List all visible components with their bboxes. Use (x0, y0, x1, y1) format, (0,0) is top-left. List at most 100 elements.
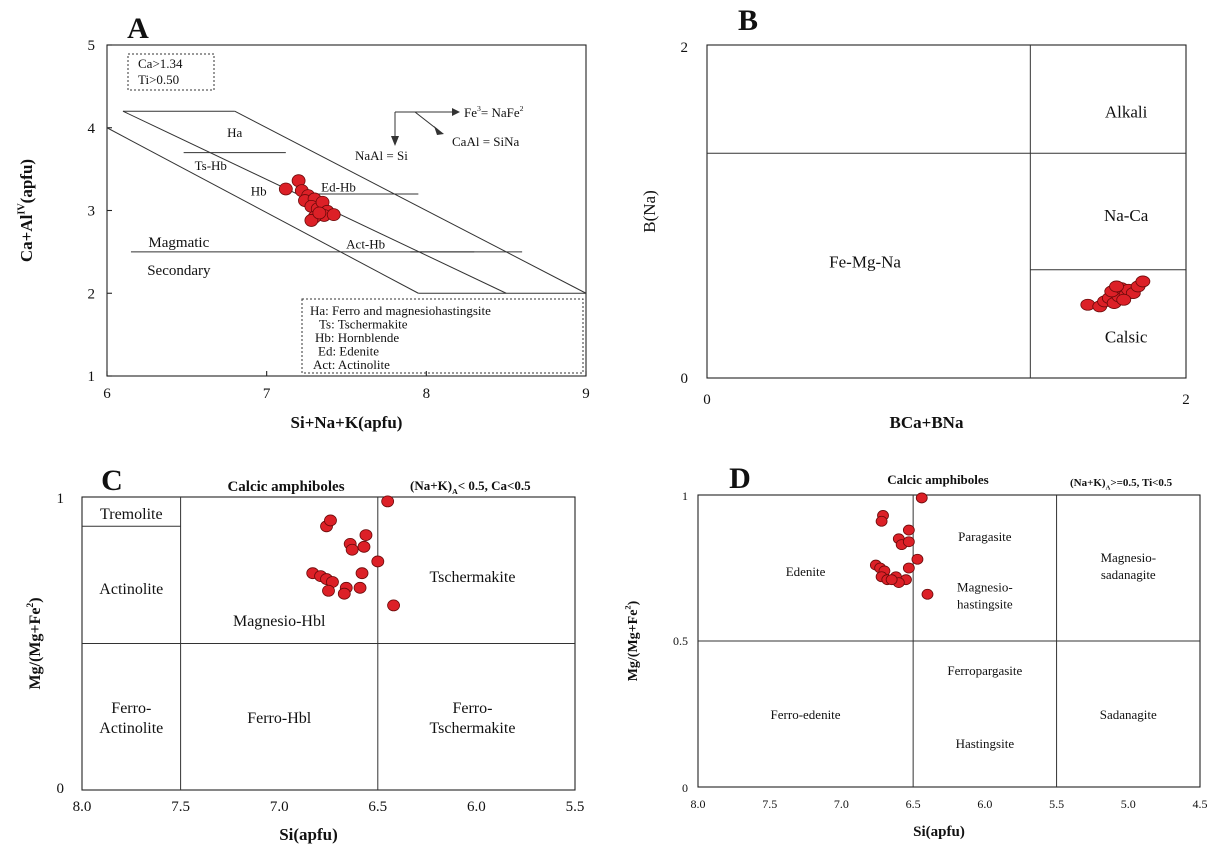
data-point (1109, 280, 1124, 293)
y-tick-label: 0 (681, 371, 689, 387)
field-label: Ferro-edenite (771, 707, 841, 722)
x-axis-label: BCa+BNa (890, 413, 964, 432)
data-point (1135, 275, 1151, 288)
legend-entry: Ts: Tschermakite (319, 317, 408, 332)
x-axis-label: Si(apfu) (913, 824, 965, 840)
label-part: (apfu) (17, 159, 36, 203)
data-point (1116, 293, 1132, 306)
x-tick-label: 5.5 (1049, 797, 1064, 811)
chart-title: Calcic amphiboles (887, 472, 988, 487)
legend-entry: Act: Actinolite (313, 357, 390, 372)
field-label: Alkali (1105, 103, 1148, 122)
label-part: < 0.5, Ca<0.5 (458, 478, 531, 493)
label-part: (Na+K) (410, 478, 452, 493)
field-label: Ferropargasite (947, 663, 1022, 678)
zone-label: Secondary (147, 263, 211, 279)
data-point (902, 562, 915, 574)
data-point (337, 587, 351, 600)
label-sup: 2 (25, 603, 36, 608)
data-point (355, 567, 369, 580)
condition-ti: Ti>0.50 (138, 72, 179, 87)
data-point (371, 555, 385, 568)
field-label: Hb (251, 184, 267, 199)
legend-box (301, 298, 584, 374)
data-point (381, 495, 395, 508)
field-label: Actinolite (99, 720, 163, 737)
x-tick-label: 4.5 (1193, 797, 1208, 811)
condition-label: (Na+K)A​>=0.5, Ti<0.5 (1070, 477, 1173, 491)
data-point (357, 540, 371, 553)
arrowhead (391, 136, 399, 146)
field-label: Magnesio- (1100, 550, 1156, 565)
y-axis-label: Mg/(Mg+Fe2​) (624, 600, 641, 681)
legend-entry: Hb: Hornblende (315, 330, 399, 345)
y-tick-label: 2 (88, 286, 96, 302)
x-tick-label: 8.0 (73, 799, 92, 815)
field-label: Tschermakite (429, 720, 515, 737)
field-label: Ed-Hb (321, 180, 356, 195)
panel-b: B 0 2 0 2 BCa+BNa B(Na) Alkali Na-Ca Fe-Mg-Na Cals… (640, 4, 1190, 432)
x-tick-label: 7.5 (171, 799, 190, 815)
field-label: Ferro- (452, 700, 492, 717)
label-sup: 2 (624, 605, 633, 609)
legend-entry: Ed: Edenite (318, 344, 379, 359)
field-label: Fe-Mg-Na (829, 252, 901, 271)
panel-c: C Calcic amphiboles (Na+K)A​< 0.5, Ca<0.5 8… (25, 464, 585, 844)
data-point (353, 581, 367, 594)
vector-label: NaAl = Si (355, 148, 408, 163)
field-label: Hastingsite (956, 736, 1015, 751)
field-label: Ha (227, 125, 242, 140)
y-tick-label: 3 (88, 204, 96, 220)
field-label: Paragasite (958, 529, 1012, 544)
y-axis-label: B(Na) (640, 190, 659, 232)
data-point (911, 553, 924, 565)
panel-a: A 6 7 8 9 1 2 3 4 5 Si+Na+K(apfu) Ca+AlIV​(apfu) Ca>… (16, 12, 589, 432)
field-label: Na-Ca (1104, 206, 1149, 225)
field-boundary (106, 127, 419, 294)
x-tick-label: 6.5 (368, 799, 387, 815)
label-part: Mg/(Mg+Fe (626, 610, 641, 682)
panel-letter-a: A (127, 12, 149, 45)
x-tick-label: 6 (103, 386, 111, 402)
y-axis-label: Mg/(Mg+Fe2​) (25, 597, 44, 689)
label-sup: 2 (520, 104, 524, 113)
vector-arrow (414, 111, 439, 131)
field-label: Tschermakite (429, 569, 515, 586)
x-tick-label: 8 (423, 386, 431, 402)
y-tick-label: 1 (682, 489, 688, 503)
panel-letter-c: C (101, 464, 123, 497)
data-point (902, 524, 915, 536)
field-label: Tremolite (100, 506, 163, 523)
zone-label: Magmatic (148, 235, 209, 251)
plot-frame-b (706, 44, 1187, 379)
x-tick-label: 8.0 (691, 797, 706, 811)
data-point (885, 574, 898, 586)
condition-label: (Na+K)A​< 0.5, Ca<0.5 (410, 478, 531, 496)
field-label: Ts-Hb (195, 158, 227, 173)
label-part: >=0.5, Ti<0.5 (1110, 477, 1172, 489)
field-label: Ferro- (111, 700, 151, 717)
field-label: Magnesio-Hbl (233, 613, 326, 630)
data-point (359, 529, 373, 541)
x-tick-label: 7 (263, 386, 271, 402)
field-label: Actinolite (99, 581, 163, 598)
vector-label: Fe3​= NaFe2​ (464, 104, 524, 120)
data-point (387, 599, 400, 612)
x-tick-label: 6.0 (977, 797, 992, 811)
data-point (875, 515, 888, 527)
x-axis-label: Si(apfu) (279, 825, 338, 844)
label-sup: 3 (477, 104, 481, 113)
data-point (915, 492, 928, 504)
y-tick-label: 2 (681, 40, 689, 56)
field-label: sadanagite (1101, 567, 1156, 582)
x-tick-label: 7.5 (762, 797, 777, 811)
y-tick-label: 0 (682, 781, 688, 795)
x-tick-label: 9 (582, 386, 590, 402)
label-part: Ca+Al (17, 214, 36, 262)
label-sup: IV (16, 203, 27, 215)
x-tick-label: 7.0 (834, 797, 849, 811)
label-part: ) (626, 600, 641, 605)
y-tick-label: 5 (88, 38, 96, 54)
x-tick-label: 5.5 (566, 799, 585, 815)
x-tick-label: 6.0 (467, 799, 486, 815)
